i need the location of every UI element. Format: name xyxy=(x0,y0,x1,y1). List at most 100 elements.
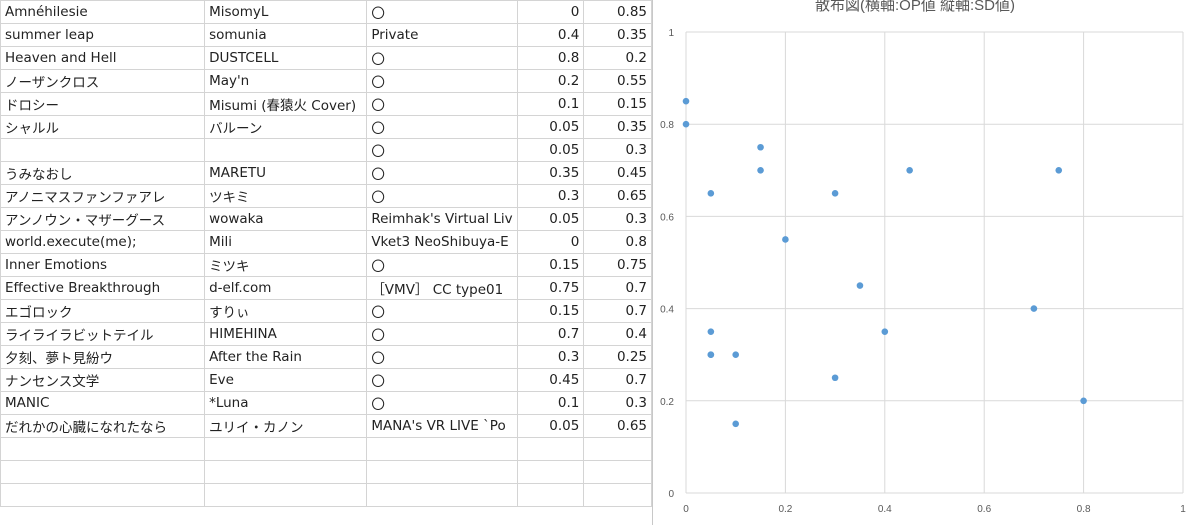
table-cell[interactable]: 0.2 xyxy=(583,46,652,70)
table-cell[interactable]: Reimhak's Virtual Liv xyxy=(366,207,518,231)
table-cell[interactable]: ツキミ xyxy=(204,184,368,208)
table-cell[interactable]: 0.1 xyxy=(516,391,585,415)
table-cell[interactable]: 0 xyxy=(516,0,585,24)
table-cell[interactable] xyxy=(366,483,518,507)
table-cell[interactable]: エゴロック xyxy=(0,299,206,323)
table-cell[interactable]: 0.7 xyxy=(583,299,652,323)
table-cell[interactable]: 0.4 xyxy=(583,322,652,346)
table-cell[interactable]: 0.05 xyxy=(516,207,585,231)
table-cell[interactable]: 0.75 xyxy=(583,253,652,277)
table-cell[interactable]: 〇 xyxy=(366,0,518,24)
table-cell[interactable]: 0.8 xyxy=(516,46,585,70)
table-cell[interactable] xyxy=(0,483,206,507)
table-cell[interactable] xyxy=(0,138,206,162)
table-cell[interactable] xyxy=(583,460,652,484)
table-cell[interactable]: 0.15 xyxy=(516,299,585,323)
table-cell[interactable]: 〇 xyxy=(366,161,518,185)
table-cell[interactable]: 〇 xyxy=(366,368,518,392)
table-cell[interactable]: MisomyL xyxy=(204,0,368,24)
table-cell[interactable]: 0.85 xyxy=(583,0,652,24)
table-cell[interactable]: 0.05 xyxy=(516,138,585,162)
table-cell[interactable]: 〇 xyxy=(366,92,518,116)
table-cell[interactable] xyxy=(204,138,368,162)
table-cell[interactable]: 0.4 xyxy=(516,23,585,47)
table-cell[interactable] xyxy=(583,483,652,507)
table-cell[interactable] xyxy=(204,437,368,461)
table-cell[interactable]: 0.3 xyxy=(516,184,585,208)
table-cell[interactable]: 0.45 xyxy=(583,161,652,185)
table-cell[interactable]: Mili xyxy=(204,230,368,254)
table-cell[interactable]: 0.65 xyxy=(583,414,652,438)
table-cell[interactable]: 〇 xyxy=(366,115,518,139)
table-cell[interactable]: 〇 xyxy=(366,46,518,70)
table-cell[interactable]: 〇 xyxy=(366,299,518,323)
table-cell[interactable]: After the Rain xyxy=(204,345,368,369)
scatter-chart[interactable]: 散布図(横軸:OP値 縦軸:SD値) 0 0.2 0.4 0.6 0.8 1 0 0.2 0.4… xyxy=(652,0,1200,525)
table-cell[interactable]: 〇 xyxy=(366,69,518,93)
table-cell[interactable]: ［VMV］ CC type01 xyxy=(366,276,518,300)
table-cell[interactable] xyxy=(366,460,518,484)
table-cell[interactable]: 0.35 xyxy=(516,161,585,185)
table-cell[interactable]: somunia xyxy=(204,23,368,47)
table-cell[interactable]: 0.75 xyxy=(516,276,585,300)
table-cell[interactable]: アンノウン・マザーグース xyxy=(0,207,206,231)
table-cell[interactable]: 〇 xyxy=(366,322,518,346)
table-cell[interactable]: 〇 xyxy=(366,253,518,277)
table-cell[interactable]: Private xyxy=(366,23,518,47)
table-cell[interactable]: 0.3 xyxy=(583,391,652,415)
table-cell[interactable]: 〇 xyxy=(366,345,518,369)
table-cell[interactable]: MARETU xyxy=(204,161,368,185)
table-cell[interactable]: Misumi (春猿火 Cover) xyxy=(204,92,368,116)
table-cell[interactable]: summer leap xyxy=(0,23,206,47)
table-cell[interactable] xyxy=(0,437,206,461)
table-cell[interactable]: だれかの心臓になれたなら xyxy=(0,414,206,438)
table-cell[interactable]: d-elf.com xyxy=(204,276,368,300)
table-cell[interactable]: うみなおし xyxy=(0,161,206,185)
table-cell[interactable]: ナンセンス文学 xyxy=(0,368,206,392)
table-cell[interactable]: 0.3 xyxy=(583,207,652,231)
table-cell[interactable]: 0.15 xyxy=(583,92,652,116)
table-cell[interactable]: 0.2 xyxy=(516,69,585,93)
table-cell[interactable]: MANIC xyxy=(0,391,206,415)
table-cell[interactable]: Heaven and Hell xyxy=(0,46,206,70)
table-cell[interactable]: 0.8 xyxy=(583,230,652,254)
table-cell[interactable]: 0.3 xyxy=(516,345,585,369)
table-cell[interactable]: 0.1 xyxy=(516,92,585,116)
table-cell[interactable]: Effective Breakthrough xyxy=(0,276,206,300)
table-cell[interactable]: wowaka xyxy=(204,207,368,231)
table-cell[interactable]: 0.05 xyxy=(516,414,585,438)
table-cell[interactable]: 0.7 xyxy=(583,276,652,300)
table-cell[interactable]: 0.45 xyxy=(516,368,585,392)
table-cell[interactable]: HIMEHINA xyxy=(204,322,368,346)
table-cell[interactable]: 〇 xyxy=(366,184,518,208)
table-cell[interactable]: 0.25 xyxy=(583,345,652,369)
table-cell[interactable] xyxy=(204,483,368,507)
table-cell[interactable]: 0.35 xyxy=(583,23,652,47)
table-cell[interactable]: DUSTCELL xyxy=(204,46,368,70)
table-cell[interactable]: Vket3 NeoShibuya-E xyxy=(366,230,518,254)
table-cell[interactable]: world.execute(me); xyxy=(0,230,206,254)
table-cell[interactable]: ユリイ・カノン xyxy=(204,414,368,438)
table-cell[interactable]: アノニマスファンファアレ xyxy=(0,184,206,208)
table-cell[interactable]: 0.55 xyxy=(583,69,652,93)
table-cell[interactable] xyxy=(0,460,206,484)
table-cell[interactable]: Amnéhilesie xyxy=(0,0,206,24)
table-cell[interactable] xyxy=(583,437,652,461)
table-cell[interactable]: 〇 xyxy=(366,138,518,162)
table-cell[interactable]: 〇 xyxy=(366,391,518,415)
table-cell[interactable]: バルーン xyxy=(204,115,368,139)
table-cell[interactable]: 0.35 xyxy=(583,115,652,139)
table-cell[interactable]: 0.15 xyxy=(516,253,585,277)
table-cell[interactable]: 0.7 xyxy=(516,322,585,346)
table-cell[interactable] xyxy=(516,483,585,507)
table-cell[interactable]: 夕刻、夢ト見紛ウ xyxy=(0,345,206,369)
table-cell[interactable] xyxy=(366,437,518,461)
table-cell[interactable]: 0.65 xyxy=(583,184,652,208)
table-cell[interactable]: ノーザンクロス xyxy=(0,69,206,93)
table-cell[interactable]: ミツキ xyxy=(204,253,368,277)
table-cell[interactable]: すりぃ xyxy=(204,299,368,323)
table-cell[interactable]: 0.7 xyxy=(583,368,652,392)
table-cell[interactable]: Eve xyxy=(204,368,368,392)
table-cell[interactable]: ライライラビットテイル xyxy=(0,322,206,346)
table-cell[interactable]: MANA's VR LIVE `Po xyxy=(366,414,518,438)
